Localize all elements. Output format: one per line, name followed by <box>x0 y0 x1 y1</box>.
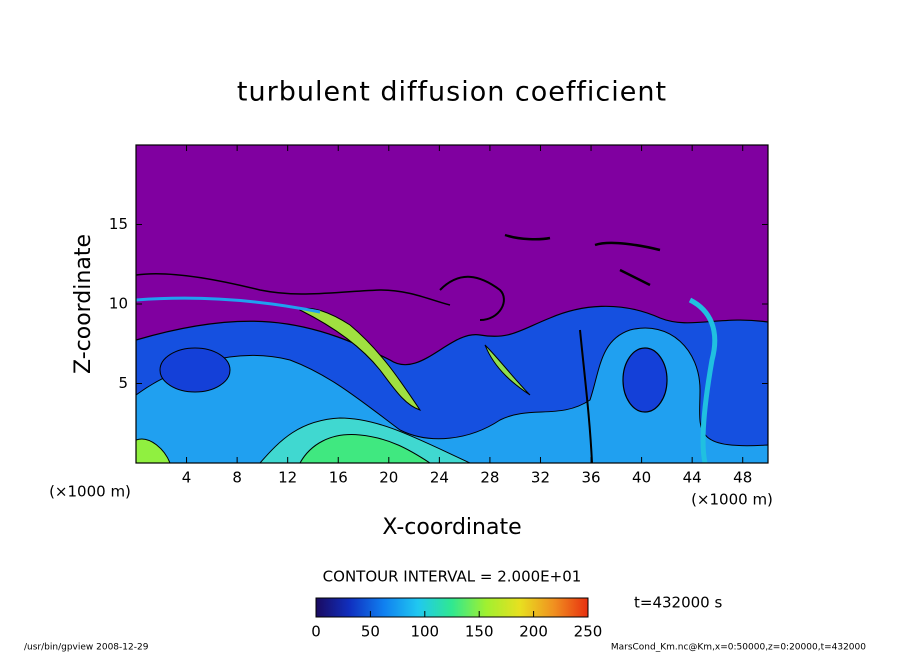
colorbar <box>315 597 589 618</box>
x-tick-label: 40 <box>632 469 651 487</box>
x-tick-label: 44 <box>683 469 702 487</box>
colorbar-tick-label: 100 <box>410 623 439 641</box>
x-tick-label: 20 <box>379 469 398 487</box>
x-tick-label: 24 <box>430 469 449 487</box>
contour-interval: CONTOUR INTERVAL = 2.000E+01 <box>323 568 582 586</box>
y-tick-label: 5 <box>118 374 128 392</box>
x-tick-label: 16 <box>329 469 348 487</box>
x-tick-label: 48 <box>733 469 752 487</box>
x-unit-label: (×1000 m) <box>691 491 773 509</box>
colorbar-tick-label: 200 <box>519 623 548 641</box>
x-tick-label: 32 <box>531 469 550 487</box>
time-label: t=432000 s <box>634 594 722 612</box>
contour-field <box>136 233 768 463</box>
colorbar-tick-label: 50 <box>361 623 380 641</box>
x-tick-label: 28 <box>480 469 499 487</box>
colorbar-tick-label: 150 <box>465 623 494 641</box>
colorbar-tick-label: 250 <box>574 623 603 641</box>
footer-right: MarsCond_Km.nc@Km,x=0:50000,z=0:20000,t=… <box>611 643 866 653</box>
x-tick-label: 4 <box>182 469 192 487</box>
footer-left: /usr/bin/gpview 2008-12-29 <box>24 643 149 653</box>
colorbar-tick-label: 0 <box>311 623 321 641</box>
x-tick-label: 8 <box>232 469 242 487</box>
y-tick-label: 15 <box>109 215 128 233</box>
y-tick-label: 10 <box>109 295 128 313</box>
x-axis-label: X-coordinate <box>382 515 521 540</box>
x-tick-label: 36 <box>581 469 600 487</box>
x-tick-label: 12 <box>278 469 297 487</box>
x-unit-label: (×1000 m) <box>49 483 131 501</box>
chart-title: turbulent diffusion coefficient <box>237 77 667 108</box>
y-axis-label: Z-coordinate <box>71 234 96 374</box>
